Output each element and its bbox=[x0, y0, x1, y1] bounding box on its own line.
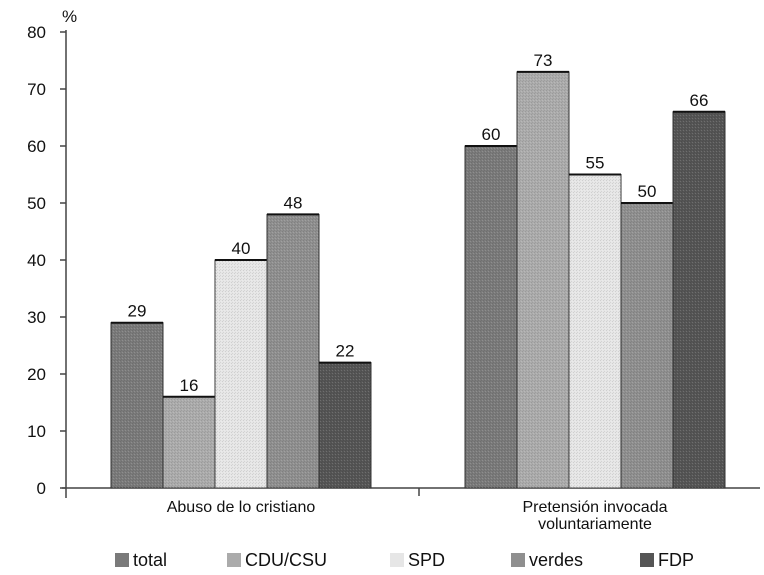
bar-texture bbox=[319, 362, 371, 488]
legend-item-spd: SPD bbox=[390, 550, 445, 570]
data-label: 66 bbox=[690, 91, 709, 110]
bar-texture bbox=[111, 322, 163, 488]
bar-texture bbox=[569, 174, 621, 488]
legend-label: total bbox=[133, 550, 167, 570]
legend-label: FDP bbox=[658, 550, 694, 570]
x-category-label: voluntariamente bbox=[538, 516, 652, 533]
data-labels: 29 16 40 48 22 60 73 55 50 66 bbox=[128, 51, 709, 395]
legend-swatch bbox=[640, 553, 654, 567]
bars bbox=[110, 70, 726, 489]
y-tick-label: 0 bbox=[37, 479, 46, 498]
y-tick-label: 60 bbox=[27, 137, 46, 156]
x-category-label: Abuso de lo cristiano bbox=[167, 499, 316, 516]
legend-item-cdu-csu: CDU/CSU bbox=[227, 550, 327, 570]
legend-label: verdes bbox=[529, 550, 583, 570]
y-tick-label: 10 bbox=[27, 422, 46, 441]
data-label: 29 bbox=[128, 302, 147, 321]
data-label: 73 bbox=[534, 51, 553, 70]
legend-swatch bbox=[390, 553, 404, 567]
y-tick-label: 20 bbox=[27, 365, 46, 384]
legend-swatch bbox=[115, 553, 129, 567]
bar-texture bbox=[267, 214, 319, 488]
data-label: 22 bbox=[336, 342, 355, 361]
y-tick-label: 50 bbox=[27, 194, 46, 213]
data-label: 48 bbox=[284, 193, 303, 212]
legend-label: CDU/CSU bbox=[245, 550, 327, 570]
y-axis: 0 10 20 30 40 50 60 70 80% bbox=[27, 7, 77, 498]
data-label: 55 bbox=[586, 154, 605, 173]
bar-texture bbox=[621, 203, 673, 488]
y-tick-label: 70 bbox=[27, 80, 46, 99]
bar-texture bbox=[673, 111, 725, 489]
bar-texture bbox=[163, 396, 215, 488]
data-label: 40 bbox=[232, 239, 251, 258]
legend-item-fdp: FDP bbox=[640, 550, 694, 570]
y-tick-label: 80 bbox=[27, 23, 46, 42]
legend-swatch bbox=[511, 553, 525, 567]
y-tick-label: 40 bbox=[27, 251, 46, 270]
bar-texture bbox=[215, 260, 267, 488]
x-axis: Abuso de lo cristiano Pretensión invocada… bbox=[62, 487, 760, 533]
legend-label: SPD bbox=[408, 550, 445, 570]
legend: total CDU/CSU SPD verdes FDP bbox=[115, 550, 694, 570]
legend-swatch bbox=[227, 553, 241, 567]
data-label: 60 bbox=[482, 125, 501, 144]
legend-item-total: total bbox=[115, 550, 167, 570]
data-label: 50 bbox=[638, 182, 657, 201]
bar-texture bbox=[517, 71, 569, 489]
bar-texture bbox=[465, 146, 517, 488]
data-label: 16 bbox=[180, 376, 199, 395]
legend-item-verdes: verdes bbox=[511, 550, 583, 570]
x-category-label: Pretensión invocada bbox=[523, 499, 668, 516]
y-unit-label: % bbox=[62, 7, 77, 26]
y-tick-label: 30 bbox=[27, 308, 46, 327]
